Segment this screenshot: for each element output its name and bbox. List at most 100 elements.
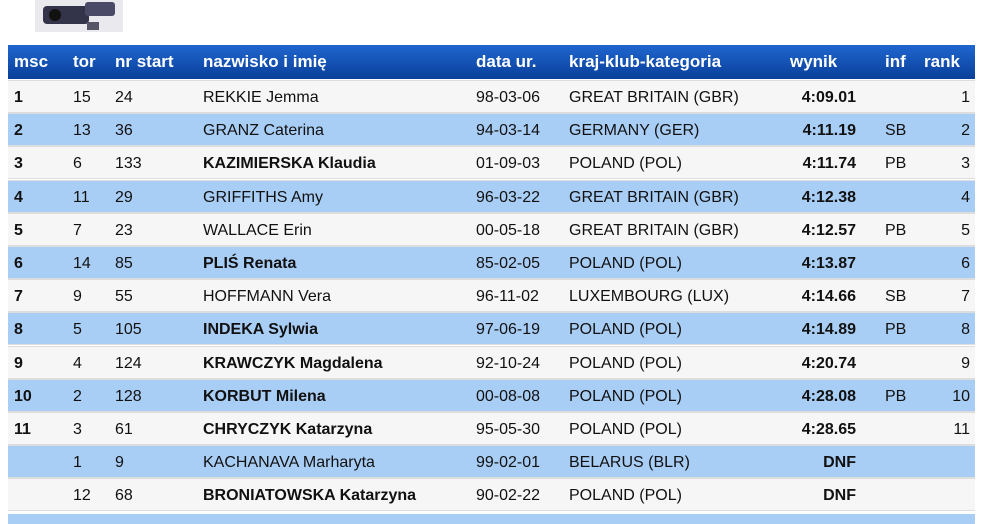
- cell: WALLACE Erin: [203, 221, 312, 239]
- cell: 24: [115, 89, 133, 106]
- cell: POLAND (POL): [569, 321, 682, 339]
- cell: PB: [885, 155, 907, 173]
- cell: INDEKA Sylwia: [203, 321, 318, 339]
- cell: SB: [885, 288, 907, 306]
- cell: DNF: [823, 454, 856, 472]
- cell: 29: [115, 188, 133, 206]
- cell: 4:14.89: [801, 321, 856, 339]
- header-cell: nr start: [115, 52, 174, 71]
- header-cell: wynik: [790, 52, 838, 71]
- cell: BRONIATOWSKA Katarzyna: [203, 487, 417, 505]
- cell: 99-02-01: [476, 454, 541, 472]
- cell: 6: [14, 255, 23, 272]
- cell: 8: [14, 321, 23, 339]
- cell: POLAND (POL): [569, 487, 682, 505]
- result-row: 1 15 24 REKKIE Jemma 98-03-06 GREAT BRITAIN (…: [8, 80, 975, 113]
- result-row: 11 3 61 CHRYCZYK Katarzyna 95-05-30 POLAND (P…: [8, 412, 975, 445]
- results-table: msc tor nr start nazwisko i imię data ur. kra…: [8, 45, 975, 524]
- cell: 133: [115, 155, 142, 173]
- header-cell: kraj-klub-kategoria: [569, 52, 722, 71]
- cell: KRAWCZYK Magdalena: [203, 354, 383, 372]
- row-strip: [8, 513, 975, 524]
- header-cell: data ur.: [476, 52, 537, 71]
- cell: 00-08-08: [476, 387, 541, 405]
- cell: 105: [115, 321, 142, 339]
- cell: 85-02-05: [476, 255, 541, 272]
- cell: 11: [953, 421, 970, 438]
- cell: 124: [115, 354, 142, 372]
- cell: PB: [885, 321, 907, 339]
- cell: GREAT BRITAIN (GBR): [569, 221, 739, 239]
- cell: 36: [115, 122, 133, 140]
- cell: POLAND (POL): [569, 421, 682, 438]
- cell: 4: [73, 354, 82, 372]
- cell: 4:13.87: [801, 255, 856, 272]
- cell: 14: [73, 255, 91, 272]
- header-cell: tor: [73, 52, 96, 71]
- cell: 96-03-22: [476, 188, 541, 206]
- cell: 1: [961, 89, 970, 106]
- cell: 4:11.19: [802, 122, 856, 140]
- result-row: 8 5 105 INDEKA Sylwia 97-06-19 POLAND (POL) 4:…: [8, 312, 975, 346]
- cell: 4: [961, 188, 970, 206]
- cell: 92-10-24: [476, 354, 541, 372]
- cell: 96-11-02: [476, 288, 539, 306]
- cell: 4:20.74: [801, 354, 856, 372]
- cell: 4:12.38: [801, 188, 856, 206]
- cell: 23: [115, 221, 133, 239]
- cell: 13: [73, 122, 91, 140]
- cell: PB: [885, 221, 907, 239]
- cell: 9: [961, 354, 970, 372]
- cell: 2: [961, 122, 970, 140]
- cell: POLAND (POL): [569, 155, 682, 173]
- cell: 7: [73, 221, 82, 239]
- cell: 4:14.66: [801, 288, 856, 306]
- cell: GREAT BRITAIN (GBR): [569, 89, 739, 106]
- cell: 1: [73, 454, 82, 472]
- cell: HOFFMANN Vera: [203, 288, 332, 306]
- cell: GRIFFITHS Amy: [203, 188, 323, 206]
- cell: GRANZ Caterina: [203, 122, 324, 140]
- result-row: 1 9 KACHANAVA Marharyta 99-02-01 BELARUS (BL…: [8, 445, 975, 479]
- cell: 4: [14, 188, 23, 206]
- cell: 7: [14, 288, 23, 306]
- cell: 6: [961, 255, 970, 272]
- cell: REKKIE Jemma: [203, 89, 319, 106]
- cell: PB: [885, 387, 907, 405]
- result-row: 10 2 128 KORBUT Milena 00-08-08 POLAND (POL) 4…: [8, 378, 975, 412]
- cell: 4:09.01: [801, 89, 856, 106]
- cell: 5: [961, 221, 970, 239]
- cell: 11: [73, 188, 90, 206]
- cell: 6: [73, 155, 82, 173]
- result-row: 6 14 85 PLIŚ Renata 85-02-05 POLAND (POL) 4:13…: [8, 246, 975, 279]
- cell: LUXEMBOURG (LUX): [569, 288, 730, 306]
- cell: 9: [14, 354, 23, 372]
- cell: 128: [115, 387, 142, 405]
- cell: 11: [14, 421, 31, 438]
- cell: 55: [115, 288, 133, 306]
- header-cell: nazwisko i imię: [203, 52, 327, 71]
- result-row: 2 13 36 GRANZ Caterina 94-03-14 GERMANY (GER)…: [8, 113, 975, 147]
- cell: 98-03-06: [476, 89, 541, 106]
- cell: 3: [14, 155, 23, 173]
- cell: BELARUS (BLR): [569, 454, 690, 472]
- cell: 10: [14, 387, 32, 405]
- cell: 4:11.74: [802, 155, 856, 173]
- cell: 10: [952, 387, 970, 405]
- cell: 2: [73, 387, 82, 405]
- header-row: msc tor nr start nazwisko i imię data ur. kra…: [8, 45, 975, 79]
- header-cell: inf: [885, 52, 906, 71]
- cell: 01-09-03: [476, 155, 541, 173]
- cell: 85: [115, 255, 133, 272]
- cell: POLAND (POL): [569, 354, 682, 372]
- cell: 61: [115, 421, 133, 438]
- cell: CHRYCZYK Katarzyna: [203, 421, 373, 438]
- cell: 9: [73, 288, 82, 306]
- cell: GREAT BRITAIN (GBR): [569, 188, 739, 206]
- cell: DNF: [823, 487, 856, 505]
- camera-icon: [35, 0, 123, 32]
- cell: 4:28.08: [801, 387, 856, 405]
- cell: 1: [14, 89, 23, 106]
- cell: 97-06-19: [476, 321, 541, 339]
